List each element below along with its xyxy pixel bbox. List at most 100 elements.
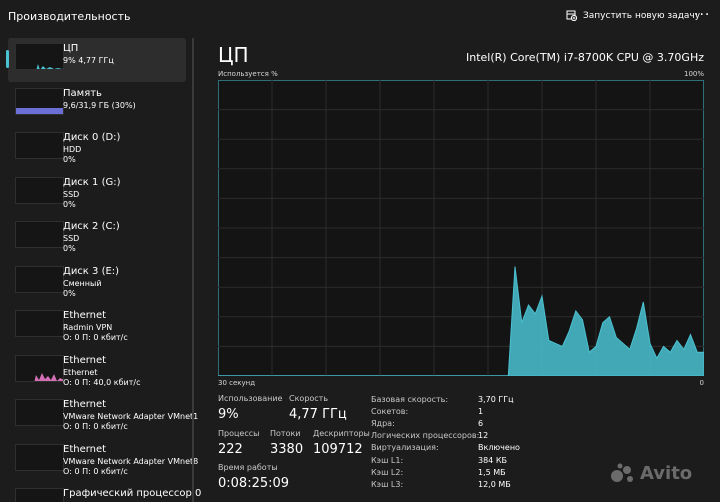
sidebar-item-10[interactable]: Графический процессор 0NVIDIA GeForce RT… — [8, 483, 201, 502]
new-task-icon — [566, 10, 577, 21]
info-label: Кэш L2: — [371, 467, 404, 477]
sidebar-thumbnail — [15, 221, 64, 248]
sidebar-item-value: О: 0 П: 0 кбит/с — [63, 333, 128, 342]
info-value: 384 КБ — [478, 455, 507, 465]
sidebar: ЦП 9% 4,77 ГГц Память 9,6/31,9 ГБ (30%) Диск… — [6, 38, 201, 502]
sidebar-item-name: Графический процессор 0 — [63, 488, 202, 499]
info-value: 1,5 МБ — [478, 467, 506, 477]
sidebar-item-name: Диск 0 (D:) — [63, 132, 121, 143]
utilization-label: Используется % — [218, 70, 278, 78]
info-value: 1 — [478, 407, 484, 417]
uptime-label: Время работы — [218, 463, 278, 472]
sidebar-sparkline — [16, 107, 63, 114]
sidebar-item-detail: Radmin VPN — [63, 323, 113, 332]
usage-value: 9% — [218, 407, 239, 422]
sidebar-thumbnail — [15, 488, 64, 502]
sidebar-item-name: Ethernet — [63, 354, 107, 366]
sidebar-item-value: 0% — [63, 288, 76, 298]
watermark-text: Avito — [640, 462, 693, 484]
sidebar-sparkline — [16, 222, 64, 248]
info-label: Сокетов: — [371, 407, 409, 417]
sidebar-item-name: Память — [63, 87, 102, 99]
info-label: Базовая скорость: — [371, 395, 449, 404]
sidebar-thumbnail — [15, 265, 64, 293]
sidebar-sparkline — [16, 400, 64, 426]
sidebar-item-value: О: 0 П: 0 кбит/с — [63, 466, 128, 476]
sidebar-sparkline — [16, 445, 64, 471]
cpu-usage-area — [218, 266, 704, 376]
sidebar-item-detail: 9,6/31,9 ГБ (30%) — [63, 100, 136, 110]
info-value: Включено — [478, 443, 520, 453]
usage-label: Использование — [218, 394, 283, 403]
sidebar-thumbnail — [15, 354, 64, 382]
sidebar-thumbnail — [15, 176, 64, 204]
avito-logo-icon — [611, 463, 633, 482]
sidebar-item-name: Диск 1 (G:) — [63, 176, 121, 188]
sidebar-item-0[interactable]: ЦП 9% 4,77 ГГц — [6, 38, 186, 82]
cpu-usage-chart — [218, 80, 704, 376]
sidebar-scrollbar[interactable] — [192, 38, 194, 502]
info-value: 12 — [478, 431, 489, 441]
run-new-task-label: Запустить новую задачу — [583, 10, 701, 21]
sidebar-sparkline — [16, 489, 64, 502]
sidebar-thumbnail — [15, 310, 64, 337]
sidebar-item-detail: Сменный — [63, 278, 102, 288]
sidebar-item-detail: VMware Network Adapter VMnet8 — [63, 456, 199, 466]
sidebar-thumbnail — [15, 87, 64, 115]
sidebar-item-detail: 9% 4,77 ГГц — [63, 56, 114, 65]
sidebar-item-2[interactable]: Диск 0 (D:) HDD 0% — [8, 127, 186, 171]
sidebar-item-detail: SSD — [63, 189, 80, 199]
run-new-task-button[interactable]: Запустить новую задачу — [566, 10, 700, 21]
sidebar-thumbnail — [15, 443, 64, 471]
sidebar-item-name: Диск 3 (E:) — [63, 265, 120, 277]
info-value: 12,0 МБ — [478, 479, 511, 489]
info-label: Ядра: — [371, 419, 395, 429]
sidebar-item-9[interactable]: Ethernet VMware Network Adapter VMnet8 О: … — [8, 439, 198, 483]
uptime-value: 0:08:25:09 — [218, 476, 290, 491]
sidebar-item-3[interactable]: Диск 1 (G:) SSD 0% — [8, 172, 186, 216]
header-bar: Производительность Запустить новую задач… — [0, 0, 720, 36]
sidebar-item-8[interactable]: Ethernet VMware Network Adapter VMnet1 О: … — [8, 394, 198, 438]
sidebar-item-value: О: 0 П: 40,0 кбит/с — [63, 377, 141, 387]
speed-value: 4,77 ГГц — [289, 407, 347, 422]
sidebar-item-value: 0% — [63, 199, 76, 209]
threads-label: Потоки — [270, 429, 301, 438]
sidebar-item-7[interactable]: Ethernet Ethernet О: 0 П: 40,0 кбит/с — [8, 350, 186, 394]
sidebar-item-name: Ethernet — [63, 310, 107, 321]
sidebar-sparkline — [16, 311, 64, 337]
threads-value: 3380 — [270, 442, 304, 457]
handles-value: 109712 — [313, 442, 363, 457]
sidebar-item-1[interactable]: Память 9,6/31,9 ГБ (30%) — [8, 83, 186, 127]
sidebar-item-name: Ethernet — [63, 443, 107, 455]
sidebar-item-detail: Ethernet — [63, 367, 98, 377]
info-label: Кэш L3: — [371, 479, 404, 489]
processes-value: 222 — [218, 442, 243, 457]
sidebar-sparkline — [16, 178, 64, 204]
sparkline-shape — [34, 372, 63, 381]
processes-label: Процессы — [218, 429, 260, 438]
sidebar-item-value: 0% — [63, 155, 76, 164]
speed-label: Скорость — [289, 394, 329, 403]
sparkline-shape — [36, 64, 63, 69]
sidebar-item-4[interactable]: Диск 2 (C:) SSD 0% — [8, 216, 186, 260]
sidebar-item-detail: SSD — [63, 234, 80, 243]
sidebar-thumbnail — [15, 132, 64, 159]
handles-label: Дескрипторы — [313, 429, 370, 438]
sidebar-sparkline — [36, 64, 63, 69]
info-value: 3,70 ГГц — [478, 395, 514, 404]
info-label: Виртуализация: — [371, 443, 439, 453]
min-label: 0 — [699, 379, 704, 387]
watermark: Avito — [610, 462, 692, 484]
sidebar-item-5[interactable]: Диск 3 (E:) Сменный 0% — [8, 261, 186, 305]
sparkline-shape — [16, 107, 63, 114]
sidebar-thumbnail — [15, 399, 64, 426]
sidebar-item-6[interactable]: Ethernet Radmin VPN О: 0 П: 0 кбит/с — [8, 305, 186, 349]
cpu-usage-line — [218, 266, 704, 376]
sidebar-item-name: ЦП — [63, 43, 79, 54]
more-options-button[interactable]: ··· — [694, 7, 711, 23]
sidebar-item-value: 0% — [63, 244, 76, 253]
info-label: Логических процессоров: — [371, 431, 480, 441]
page-title: Производительность — [8, 10, 131, 23]
sidebar-item-detail: VMware Network Adapter VMnet1 — [63, 412, 199, 421]
sidebar-item-name: Диск 2 (C:) — [63, 221, 120, 232]
